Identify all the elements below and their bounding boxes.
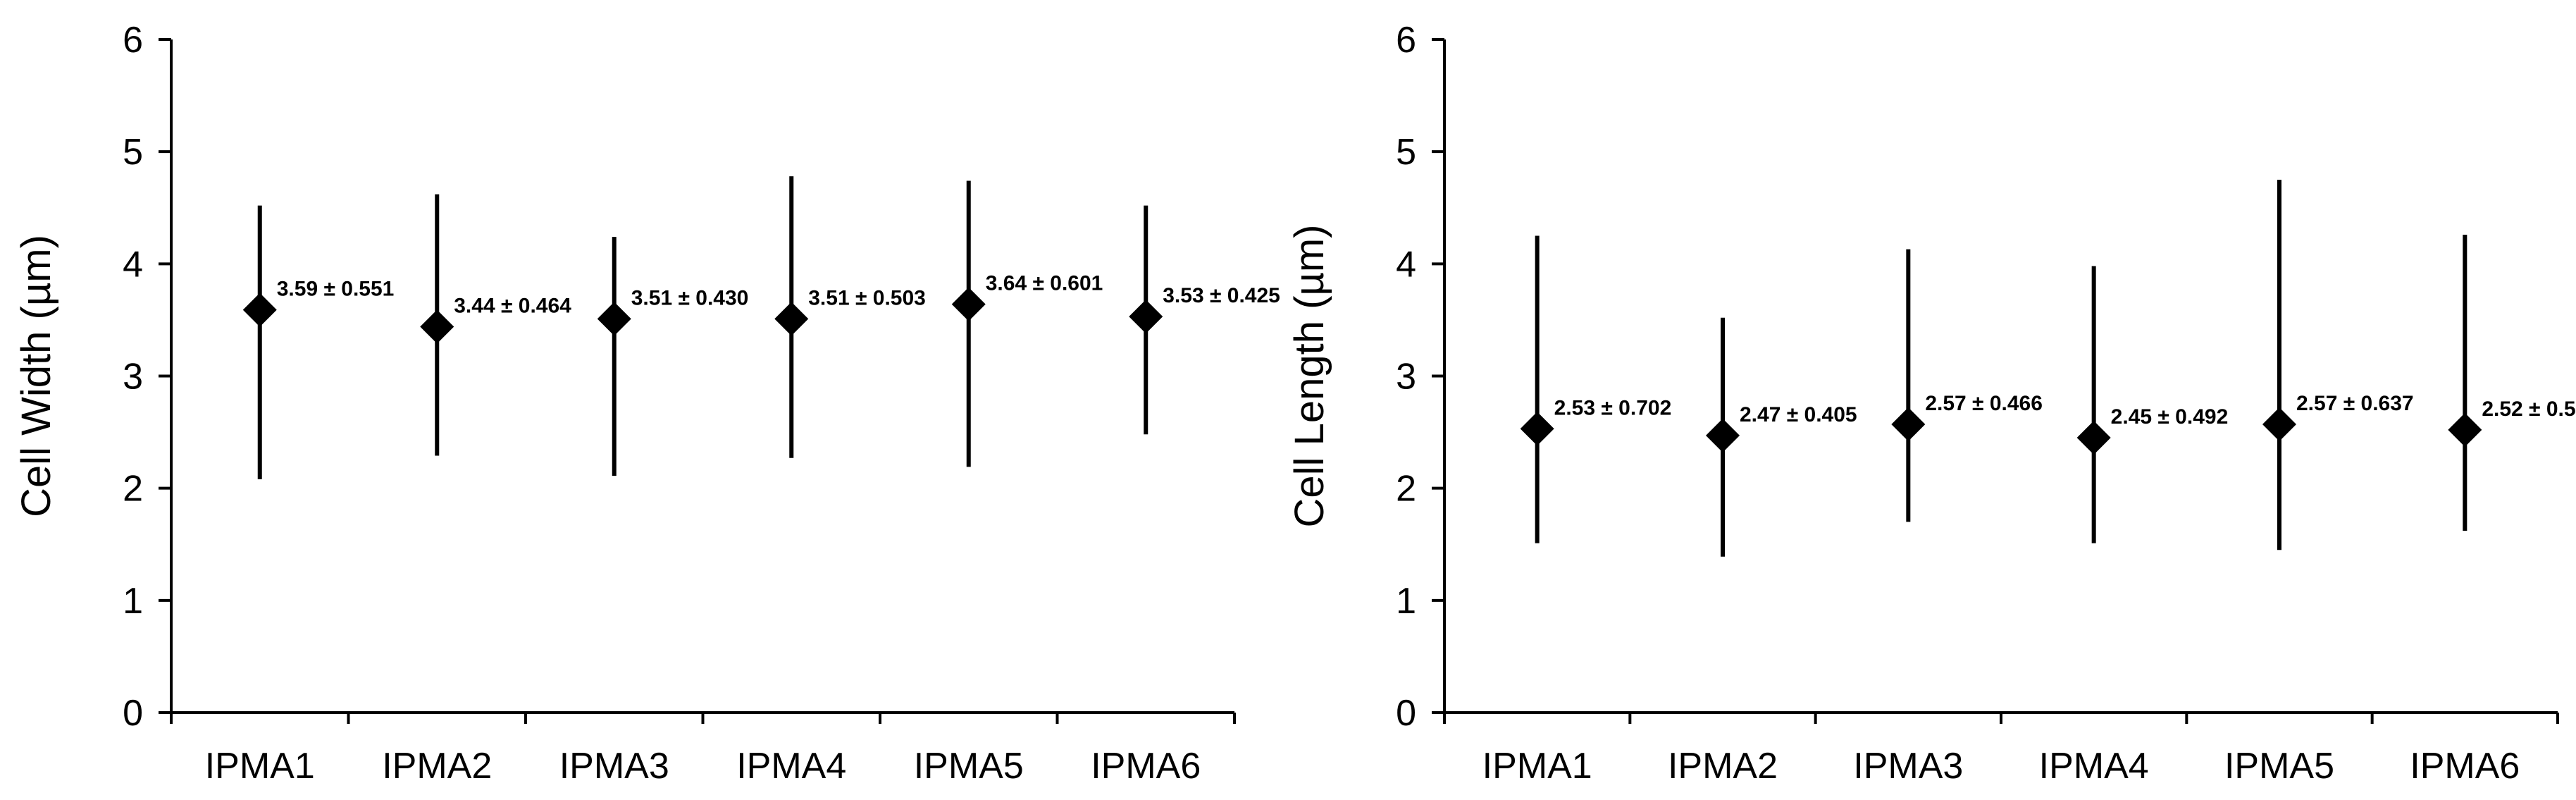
data-point-diamond (242, 293, 277, 327)
x-tick-label: IPMA2 (1668, 746, 1778, 787)
x-tick-label: IPMA3 (559, 746, 669, 787)
data-point-diamond (2076, 421, 2111, 455)
x-tick-label: IPMA3 (1853, 746, 1963, 787)
y-tick-label: 0 (123, 693, 143, 734)
data-label: 2.57 ± 0.637 (2296, 392, 2414, 415)
data-label: 2.57 ± 0.466 (1925, 392, 2043, 415)
data-label: 2.45 ± 0.492 (2111, 405, 2229, 429)
y-axis-title: Cell Width (µm) (13, 235, 59, 517)
data-point-diamond (1520, 412, 1554, 446)
y-tick-label: 1 (1396, 581, 1416, 622)
data-label: 3.51 ± 0.430 (631, 286, 749, 309)
data-point-diamond (2448, 412, 2482, 447)
data-label: 3.53 ± 0.425 (1163, 284, 1280, 307)
x-tick-label: IPMA1 (205, 746, 315, 787)
data-label: 2.47 ± 0.405 (1740, 403, 1857, 426)
data-point-diamond (951, 287, 986, 321)
data-point-diamond (597, 302, 631, 336)
y-tick-label: 3 (123, 357, 143, 398)
y-tick-label: 1 (123, 581, 143, 622)
chart-panel-1: 0 1 2 3 4 5 6 IPMA1 IPMA2 IPMA3 IPMA4 IPMA5 IPMA6 Cel… (13, 20, 1280, 787)
x-tick-label: IPMA6 (1091, 746, 1201, 787)
y-tick-label: 3 (1396, 357, 1416, 398)
x-tick-label: IPMA4 (736, 746, 846, 787)
x-tick-label: IPMA2 (382, 746, 492, 787)
x-tick-label: IPMA1 (1482, 746, 1592, 787)
x-tick-label: IPMA5 (914, 746, 1024, 787)
data-point-diamond (420, 309, 454, 344)
y-tick-label: 2 (123, 469, 143, 510)
data-point-diamond (2262, 407, 2296, 441)
y-tick-label: 6 (123, 20, 143, 61)
data-point-diamond (1706, 418, 1740, 453)
y-tick-label: 5 (123, 132, 143, 173)
data-point-diamond (1891, 407, 1926, 441)
data-label: 3.59 ± 0.551 (277, 278, 395, 301)
data-label: 2.52 ± 0.591 (2482, 398, 2576, 421)
data-label: 3.44 ± 0.464 (454, 294, 571, 317)
data-point-diamond (774, 302, 809, 336)
x-tick-label: IPMA4 (2039, 746, 2149, 787)
y-tick-label: 5 (1396, 132, 1416, 173)
y-axis-title: Cell Length (µm) (1287, 225, 1332, 528)
chart-panel-2: 0 1 2 3 4 5 6 IPMA1 IPMA2 IPMA3 IPMA4 IPMA5 IPMA6 Cel… (1287, 20, 2576, 787)
data-label: 3.64 ± 0.601 (986, 272, 1103, 295)
data-label: 2.53 ± 0.702 (1554, 396, 1672, 419)
y-tick-label: 4 (1396, 244, 1416, 285)
data-label: 3.51 ± 0.503 (808, 286, 926, 309)
y-tick-label: 6 (1396, 20, 1416, 61)
x-tick-label: IPMA6 (2410, 746, 2520, 787)
data-point-diamond (1129, 300, 1163, 334)
x-tick-label: IPMA5 (2224, 746, 2334, 787)
y-tick-label: 2 (1396, 469, 1416, 510)
y-tick-label: 0 (1396, 693, 1416, 734)
y-tick-label: 4 (123, 244, 143, 285)
